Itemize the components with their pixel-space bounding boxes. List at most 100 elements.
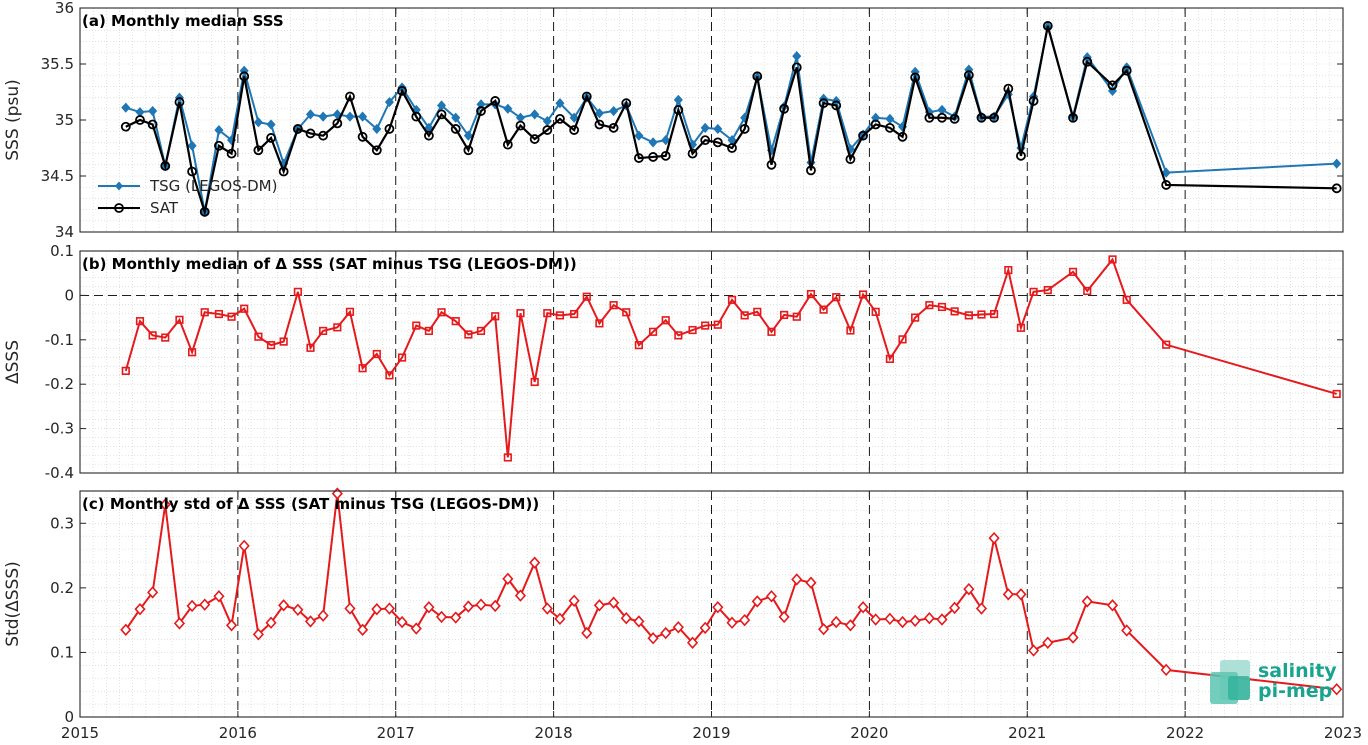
data-point — [712, 137, 723, 148]
y-tick-label: 0.1 — [50, 242, 74, 260]
data-point — [160, 161, 171, 171]
data-point — [1043, 285, 1052, 295]
data-point — [831, 100, 842, 111]
data-point — [832, 293, 841, 302]
data-point — [871, 307, 880, 316]
data-point — [963, 70, 974, 81]
data-point — [1004, 265, 1013, 275]
data-point — [423, 601, 435, 614]
data-point — [529, 134, 540, 144]
data-point — [148, 105, 158, 117]
data-point — [424, 130, 434, 141]
x-tick-label: 2018 — [535, 724, 573, 742]
data-point — [688, 325, 697, 335]
data-point — [595, 319, 604, 328]
data-point — [648, 152, 658, 162]
data-point — [989, 309, 999, 319]
data-point — [581, 626, 593, 640]
data-point — [687, 148, 698, 159]
data-point — [357, 623, 369, 637]
data-point — [213, 590, 225, 603]
data-point — [187, 166, 197, 177]
data-point — [700, 135, 711, 146]
data-point — [357, 131, 368, 142]
data-point — [805, 576, 817, 589]
data-point — [333, 323, 342, 332]
data-point — [594, 108, 604, 119]
data-point — [292, 603, 304, 617]
data-point — [239, 71, 250, 82]
y-axis-label-b: ΔSSS — [3, 340, 23, 384]
data-point — [226, 148, 237, 159]
data-point — [753, 307, 762, 316]
data-point — [120, 623, 132, 637]
data-point — [1028, 96, 1039, 106]
data-point — [925, 301, 934, 310]
data-point — [1029, 287, 1038, 296]
data-point — [147, 586, 159, 599]
data-point — [767, 327, 776, 336]
legend-label: TSG (LEGOS-DM) — [149, 177, 277, 195]
data-point — [554, 612, 566, 626]
data-point — [568, 594, 580, 607]
data-point — [148, 331, 157, 340]
data-point — [265, 616, 277, 629]
data-point — [424, 326, 434, 336]
data-point — [792, 312, 801, 321]
data-point — [1122, 295, 1131, 304]
data-point — [530, 377, 539, 387]
data-point — [1068, 112, 1078, 123]
logo-text-line2: pi-mep — [1258, 680, 1332, 702]
data-point — [898, 335, 907, 344]
data-point — [844, 619, 857, 632]
data-point — [846, 326, 855, 335]
y-axis-c: 0 0.1 0.2 0.3 — [50, 491, 1344, 726]
y-tick-label: -0.1 — [45, 331, 74, 349]
y-tick-label: 34.5 — [41, 167, 74, 185]
data-point — [648, 137, 658, 148]
data-point — [514, 589, 527, 602]
data-point — [988, 531, 1000, 545]
data-point — [949, 601, 961, 615]
data-point — [530, 109, 540, 120]
data-point — [727, 143, 737, 153]
data-point — [1082, 56, 1093, 67]
data-point — [858, 130, 868, 141]
data-point — [765, 590, 778, 603]
data-point — [633, 153, 644, 163]
data-point — [1042, 636, 1054, 649]
data-point — [384, 124, 395, 134]
legend-marker — [115, 181, 123, 191]
data-point — [594, 119, 605, 130]
data-point — [1083, 286, 1092, 296]
data-point — [1161, 180, 1172, 190]
data-point — [713, 320, 722, 329]
data-point — [372, 349, 381, 359]
data-point — [634, 341, 643, 350]
data-point — [304, 615, 317, 628]
data-point — [752, 71, 763, 82]
data-point — [464, 330, 473, 339]
data-point — [634, 130, 644, 141]
data-point — [870, 613, 882, 626]
data-point — [134, 602, 146, 616]
data-point — [174, 97, 185, 107]
data-point — [435, 610, 448, 624]
series-c-values — [120, 487, 1343, 696]
data-point — [252, 628, 264, 641]
data-point — [279, 337, 288, 346]
data-point — [1015, 588, 1027, 601]
data-point — [412, 321, 421, 330]
data-point — [200, 308, 209, 317]
data-point — [529, 556, 541, 569]
data-point — [502, 139, 513, 150]
x-tick-label: 2015 — [61, 724, 99, 742]
plot-frame-c — [79, 490, 1344, 718]
data-point — [1160, 663, 1172, 677]
y-tick-label: 0 — [64, 286, 74, 304]
data-point — [739, 613, 751, 627]
data-point — [437, 308, 446, 317]
data-point — [175, 315, 184, 324]
data-point — [937, 112, 947, 123]
data-point — [305, 128, 316, 139]
